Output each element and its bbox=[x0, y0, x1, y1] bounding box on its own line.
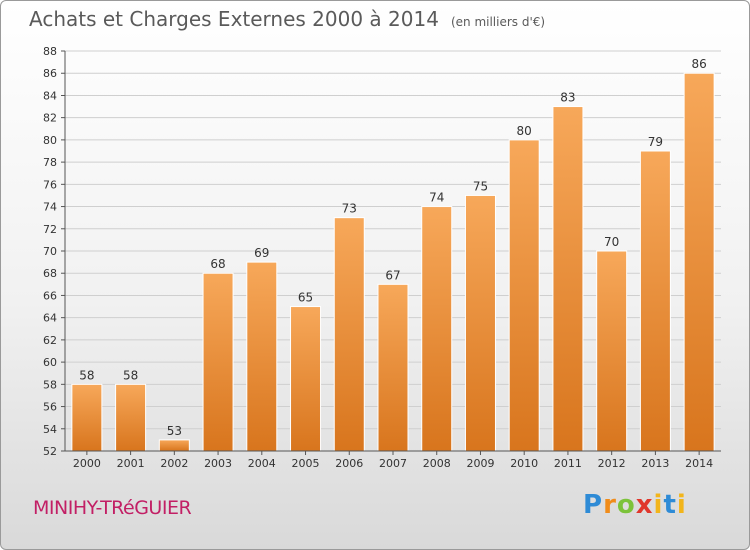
y-tick-label: 66 bbox=[43, 289, 57, 302]
y-tick-label: 70 bbox=[43, 245, 57, 258]
bar-value-label: 74 bbox=[429, 191, 444, 205]
chart-unit: (en milliers d'€) bbox=[450, 15, 546, 29]
chart-title-text: Achats et Charges Externes 2000 à 2014 bbox=[29, 7, 439, 31]
y-tick-label: 76 bbox=[43, 178, 57, 191]
chart-title: Achats et Charges Externes 2000 à 2014 (e… bbox=[29, 7, 545, 31]
bar bbox=[421, 206, 453, 452]
y-tick-label: 68 bbox=[43, 267, 57, 280]
bar bbox=[202, 272, 234, 452]
x-tick-label: 2012 bbox=[598, 457, 626, 470]
bar-value-label: 70 bbox=[604, 235, 619, 249]
y-tick-label: 86 bbox=[43, 67, 57, 80]
x-tick-label: 2008 bbox=[423, 457, 451, 470]
bar bbox=[71, 383, 103, 452]
bar bbox=[158, 439, 190, 452]
x-tick-label: 2002 bbox=[160, 457, 188, 470]
y-tick-label: 52 bbox=[43, 445, 57, 458]
bar-value-label: 58 bbox=[79, 368, 94, 382]
x-tick-label: 2009 bbox=[466, 457, 494, 470]
bar bbox=[596, 250, 628, 452]
bar bbox=[552, 106, 584, 452]
y-tick-label: 72 bbox=[43, 223, 57, 236]
bar-value-label: 83 bbox=[560, 91, 575, 105]
y-tick-label: 88 bbox=[43, 45, 57, 58]
y-tick-label: 58 bbox=[43, 378, 57, 391]
bar bbox=[115, 383, 147, 452]
data-labels: 58 58 53 68 69 65 73 67 74 75 80 83 70 79 86 bbox=[79, 57, 707, 438]
x-tick-label: 2006 bbox=[335, 457, 363, 470]
x-tick-label: 2004 bbox=[248, 457, 276, 470]
y-tick-label: 80 bbox=[43, 134, 57, 147]
bar bbox=[683, 72, 715, 452]
x-tick-label: 2001 bbox=[117, 457, 145, 470]
y-tick-label: 60 bbox=[43, 356, 57, 369]
bar-value-label: 58 bbox=[123, 368, 138, 382]
bar-value-label: 79 bbox=[648, 135, 663, 149]
x-axis: 2000 2001 2002 2003 2004 2005 2006 2007 2008 2009… bbox=[73, 451, 713, 470]
y-tick-label: 84 bbox=[43, 89, 57, 102]
x-tick-label: 2007 bbox=[379, 457, 407, 470]
bar bbox=[290, 306, 322, 452]
bar-value-label: 67 bbox=[385, 268, 400, 282]
bar-value-label: 69 bbox=[254, 246, 269, 260]
x-tick-label: 2014 bbox=[685, 457, 713, 470]
x-tick-label: 2013 bbox=[641, 457, 669, 470]
bars bbox=[71, 72, 715, 452]
proxiti-logo: Proxiti bbox=[583, 490, 687, 520]
bar-value-label: 68 bbox=[210, 257, 225, 271]
bar bbox=[508, 139, 540, 452]
x-tick-label: 2000 bbox=[73, 457, 101, 470]
y-tick-label: 78 bbox=[43, 156, 57, 169]
bar bbox=[464, 194, 496, 452]
bar bbox=[639, 150, 671, 452]
y-tick-label: 62 bbox=[43, 334, 57, 347]
city-name: MINIHY-TRéGUIER bbox=[33, 497, 192, 519]
bar-value-label: 73 bbox=[342, 202, 357, 216]
y-tick-label: 64 bbox=[43, 312, 57, 325]
bar-value-label: 65 bbox=[298, 291, 313, 305]
bar-value-label: 86 bbox=[691, 57, 706, 71]
bar-value-label: 80 bbox=[517, 124, 532, 138]
x-tick-label: 2010 bbox=[510, 457, 538, 470]
y-tick-label: 54 bbox=[43, 423, 57, 436]
y-tick-label: 82 bbox=[43, 112, 57, 125]
bar bbox=[377, 283, 409, 452]
bar-value-label: 53 bbox=[167, 424, 182, 438]
x-tick-label: 2003 bbox=[204, 457, 232, 470]
y-tick-label: 56 bbox=[43, 401, 57, 414]
x-tick-label: 2011 bbox=[554, 457, 582, 470]
bar bbox=[246, 261, 278, 452]
y-tick-label: 74 bbox=[43, 201, 57, 214]
bar-value-label: 75 bbox=[473, 179, 488, 193]
bar bbox=[333, 217, 365, 452]
x-tick-label: 2005 bbox=[292, 457, 320, 470]
